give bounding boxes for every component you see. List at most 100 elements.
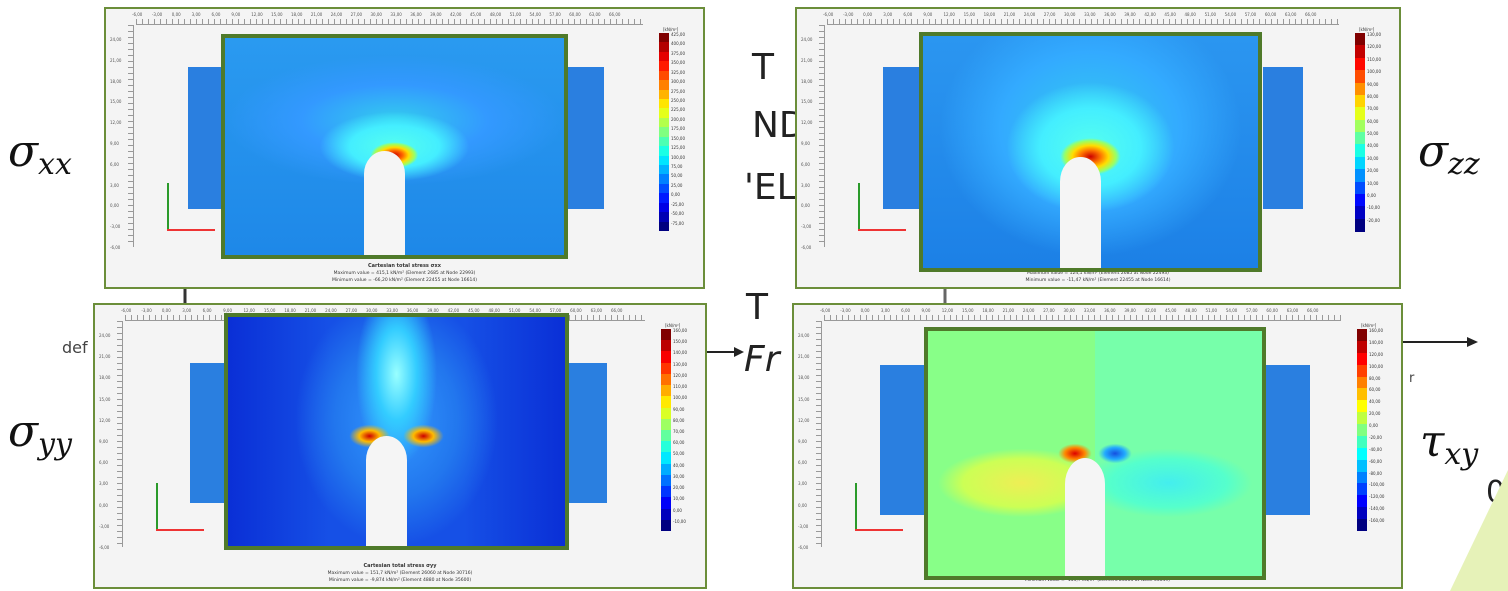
legend-label: 20,00	[673, 485, 685, 491]
x-tick-label: 27,00	[345, 308, 358, 313]
legend-swatch	[1355, 57, 1365, 71]
stress-panel: -6,00 -3,00 0,00 3,00 6,00 9,00 12,00 15,00 18,0…	[795, 7, 1401, 289]
legend-swatch	[659, 221, 669, 232]
legend-swatch	[661, 362, 671, 375]
legend-swatch	[661, 463, 671, 476]
x-tick-label: 39,00	[1124, 308, 1136, 313]
symbol-sub: zz	[1448, 147, 1480, 182]
legend-swatch	[661, 407, 671, 420]
x-tick-label: 60,00	[1264, 12, 1277, 17]
legend-label: 0,00	[671, 192, 680, 198]
axes-icon	[161, 177, 221, 237]
legend-swatch	[661, 396, 671, 409]
legend-swatch	[1355, 206, 1365, 220]
legend-swatch	[1355, 193, 1365, 207]
y-tick-label: 9,00	[798, 439, 807, 444]
legend-unit: [kN/m²]	[1361, 323, 1377, 328]
legend-label: -20,00	[1367, 217, 1380, 223]
y-tick-label: 24,00	[801, 37, 813, 42]
x-tick-label: 12,00	[941, 308, 954, 313]
y-tick-label: 6,00	[801, 161, 810, 167]
legend-swatch	[1357, 329, 1367, 342]
legend-label: 60,00	[1369, 387, 1381, 393]
y-tick-label: 6,00	[110, 161, 119, 167]
y-tick-label: -3,00	[801, 224, 812, 230]
legend-swatch	[659, 212, 669, 223]
legend-label: 140,00	[1369, 339, 1383, 345]
y-tick-label: 24,00	[798, 333, 810, 338]
y-tick-label: 9,00	[110, 141, 119, 146]
legend-swatch	[659, 108, 669, 119]
legend-unit: [kN/m²]	[663, 27, 679, 32]
axis-x	[167, 229, 215, 231]
legend-swatch	[1357, 471, 1367, 484]
legend-label: 60,00	[1367, 118, 1379, 124]
stress-plot	[919, 32, 1262, 272]
legend-swatch	[1357, 424, 1367, 437]
legend-label: 80,00	[1369, 375, 1381, 381]
legend-swatch	[659, 51, 669, 62]
legend-swatch	[1355, 144, 1365, 158]
axes-icon	[852, 177, 912, 237]
legend-swatch	[661, 430, 671, 442]
x-tick-label: 21,00	[310, 12, 323, 17]
x-tick-label: 57,00	[549, 12, 561, 17]
x-tick-label: 39,00	[427, 308, 439, 313]
arrow-head	[734, 347, 744, 357]
y-tick-label: 3,00	[801, 182, 810, 188]
y-tick-label: 15,00	[801, 99, 813, 105]
legend-label: 325,00	[671, 69, 685, 75]
x-tick-label: 39,00	[430, 12, 442, 17]
legend-label: 140,00	[673, 350, 687, 356]
x-tick-label: -6,00	[132, 12, 143, 17]
legend-label: 160,00	[1369, 328, 1383, 333]
legend-swatch	[659, 136, 669, 147]
mesh-region	[190, 363, 230, 503]
legend-label: 80,00	[1367, 93, 1379, 99]
legend-label: 130,00	[673, 361, 687, 367]
x-tick-label: 36,00	[1104, 308, 1116, 313]
legend-swatch	[659, 155, 669, 166]
legend-swatch	[661, 329, 671, 341]
legend-swatch	[659, 174, 669, 185]
caption-max: Maximum value = 415,1 kN/m² (Element 268…	[333, 271, 476, 276]
legend-label: 300,00	[671, 79, 685, 85]
x-tick-label: 63,00	[589, 12, 601, 17]
legend-swatch	[659, 70, 669, 81]
legend-swatch	[1355, 33, 1365, 46]
x-tick-label: 24,00	[325, 308, 337, 313]
x-tick-label: 39,00	[1124, 12, 1136, 17]
legend-label: 100,00	[1369, 363, 1383, 369]
legend-label: 90,00	[673, 406, 685, 412]
symbol-char: σ	[1418, 126, 1449, 177]
x-tick-label: 18,00	[983, 12, 996, 17]
legend-swatch	[1357, 400, 1367, 413]
mesh-region	[188, 67, 226, 209]
y-tick-label: 15,00	[110, 99, 122, 105]
x-tick-label: -3,00	[843, 12, 854, 17]
slide-fragment: T	[746, 287, 768, 328]
x-tick-label: 3,00	[883, 12, 893, 17]
y-tick-label: 21,00	[99, 354, 111, 360]
y-tick-label: 6,00	[99, 460, 108, 466]
x-tick-label: 63,00	[590, 308, 603, 313]
caption-min: Minimum value = -153,7 kN/m² (Element 26…	[1024, 578, 1170, 583]
symbol-sub: xx	[38, 147, 72, 182]
legend-swatch	[659, 80, 669, 91]
legend-swatch	[659, 42, 669, 53]
legend-label: 250,00	[671, 98, 685, 103]
legend-label: 0,00	[1369, 423, 1378, 429]
legend-swatch	[1355, 181, 1365, 195]
tunnel	[366, 436, 407, 546]
mesh-region	[567, 363, 607, 503]
axis-x	[858, 229, 906, 231]
legend-swatch	[1357, 364, 1367, 378]
legend-label: -140,00	[1369, 506, 1385, 512]
x-tick-label: 24,00	[1022, 308, 1035, 313]
x-tick-label: 54,00	[529, 308, 541, 313]
legend-swatch	[661, 452, 671, 465]
legend-swatch	[659, 61, 669, 72]
x-tick-label: 15,00	[963, 12, 976, 17]
